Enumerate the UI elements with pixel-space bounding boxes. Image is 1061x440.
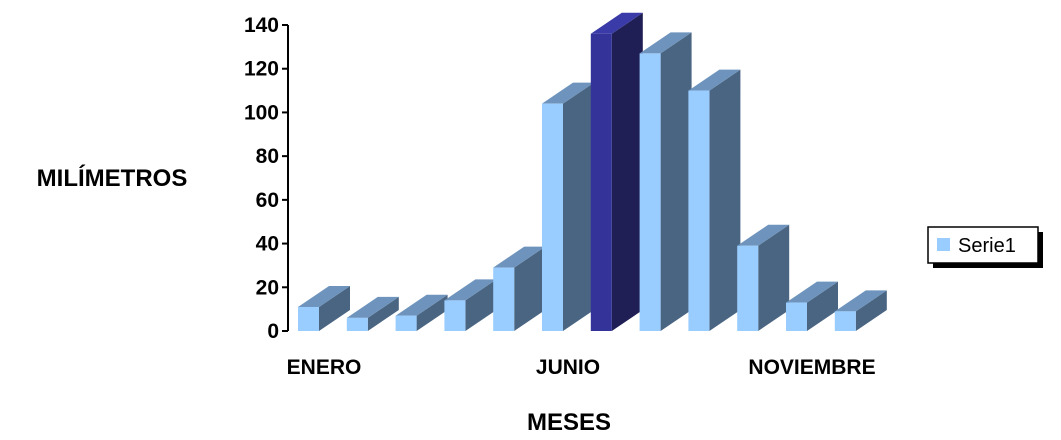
legend-swatch	[937, 238, 950, 251]
bar-top	[834, 290, 887, 312]
bar-front	[298, 306, 319, 331]
y-tick-label: 120	[244, 58, 279, 81]
bar-front	[493, 267, 515, 331]
bar-abril	[444, 279, 497, 331]
bar-junio	[542, 82, 594, 331]
bar-top	[590, 12, 643, 34]
bar-side	[855, 290, 887, 331]
bar-front	[590, 33, 612, 331]
bar-side	[514, 246, 546, 331]
bar-enero	[298, 285, 350, 331]
x-tick-label-noviembre: NOVIEMBRE	[748, 356, 875, 379]
bar-front	[688, 90, 710, 331]
bar-septiembre	[688, 69, 741, 332]
bar-front	[737, 245, 759, 331]
y-axis: 0 20 40 60 80 100 120 140	[244, 14, 289, 343]
bar-side	[563, 82, 594, 331]
x-tick-label-enero: ENERO	[287, 356, 362, 379]
y-tick-label: 20	[256, 276, 279, 299]
bar-top	[493, 246, 546, 268]
bar-side	[709, 69, 741, 332]
bar-front	[395, 315, 417, 331]
bar-side	[465, 279, 497, 331]
bars-group	[298, 12, 887, 332]
bar-side	[319, 285, 350, 331]
bar-mayo	[493, 246, 546, 331]
bar-top	[346, 296, 399, 318]
bar-front	[639, 53, 661, 332]
bar-front	[542, 103, 563, 331]
bar-side	[611, 12, 643, 331]
bar-side	[367, 296, 399, 331]
bar-octubre	[737, 224, 790, 331]
bar-top	[298, 285, 350, 307]
bar-febrero	[346, 296, 399, 331]
bar-side	[416, 294, 448, 331]
bar-diciembre	[834, 290, 887, 331]
bar-top	[639, 32, 692, 54]
bar-top	[786, 281, 838, 303]
bar-top	[542, 82, 594, 104]
bar-marzo	[395, 294, 448, 331]
bar-noviembre	[786, 281, 838, 331]
bar-julio	[590, 12, 643, 331]
y-tick-label: 140	[244, 14, 279, 37]
bar-top	[444, 279, 497, 301]
bar-front	[786, 302, 807, 331]
x-axis-title: MESES	[527, 409, 611, 436]
bar-front	[346, 317, 368, 331]
bar-top	[737, 224, 790, 246]
y-tick-label: 0	[267, 320, 279, 343]
x-tick-label-junio: JUNIO	[536, 356, 600, 379]
bar-top	[395, 294, 448, 316]
y-tick-label: 40	[256, 233, 279, 256]
y-tick-label: 80	[256, 145, 279, 168]
bar-front	[444, 300, 466, 331]
bar-side	[807, 281, 838, 331]
x-axis-labels: ENERO JUNIO NOVIEMBRE	[287, 356, 876, 379]
bar-front	[834, 311, 856, 331]
y-tick-label: 100	[244, 101, 279, 124]
legend: Serie1	[927, 226, 1043, 268]
y-axis-title: MILÍMETROS	[37, 164, 188, 192]
bar-side	[660, 32, 692, 332]
bar-side	[758, 224, 790, 331]
legend-label-serie1: Serie1	[958, 235, 1016, 257]
bar-agosto	[639, 32, 692, 332]
y-tick-label: 60	[256, 189, 279, 212]
bar-top	[688, 69, 741, 91]
